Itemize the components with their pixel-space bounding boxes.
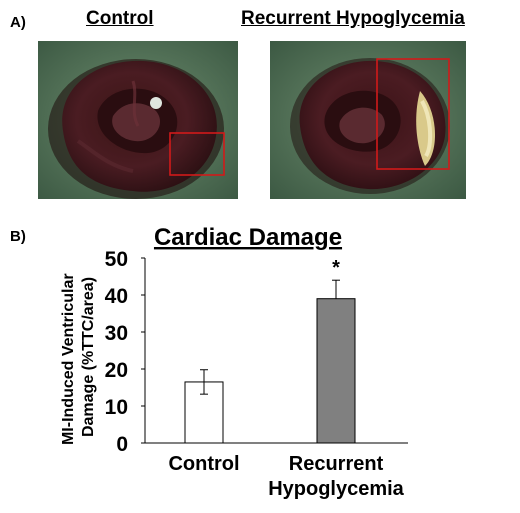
significance-marker: *: [332, 257, 340, 279]
hypoglycemia-image-title: Recurrent Hypoglycemia: [241, 8, 465, 29]
bar: [316, 298, 356, 444]
y-tick-label: 0: [116, 433, 128, 456]
control-highlight-box: [169, 132, 225, 176]
y-tick-label: 50: [105, 248, 128, 271]
panel-b-label: B): [10, 228, 26, 245]
y-tick-label: 10: [105, 396, 128, 419]
hypoglycemia-heart-image: [270, 41, 466, 199]
y-tick-label: 20: [105, 359, 128, 382]
control-image-title: Control: [86, 8, 154, 29]
y-axis-label-line-2: Damage (%TTC/area): [80, 277, 97, 437]
y-tick-label: 30: [105, 322, 128, 345]
x-category-label: Hypoglycemia: [268, 478, 404, 500]
control-heart-image: [38, 41, 238, 199]
y-axis-label-line-1: MI-Induced Ventricular: [60, 273, 77, 445]
panel-a-label: A): [10, 14, 26, 31]
y-axis-label: MI-Induced Ventricular Damage (%TTC/area…: [60, 269, 97, 445]
hypoglycemia-highlight-box: [376, 58, 450, 170]
chart-title: Cardiac Damage: [154, 224, 342, 251]
x-category-label: Recurrent: [289, 453, 384, 475]
y-tick-label: 40: [105, 285, 128, 308]
cardiac-damage-chart: Cardiac Damage MI-Induced Ventricular Da…: [60, 224, 408, 500]
x-category-label: Control: [168, 453, 239, 475]
